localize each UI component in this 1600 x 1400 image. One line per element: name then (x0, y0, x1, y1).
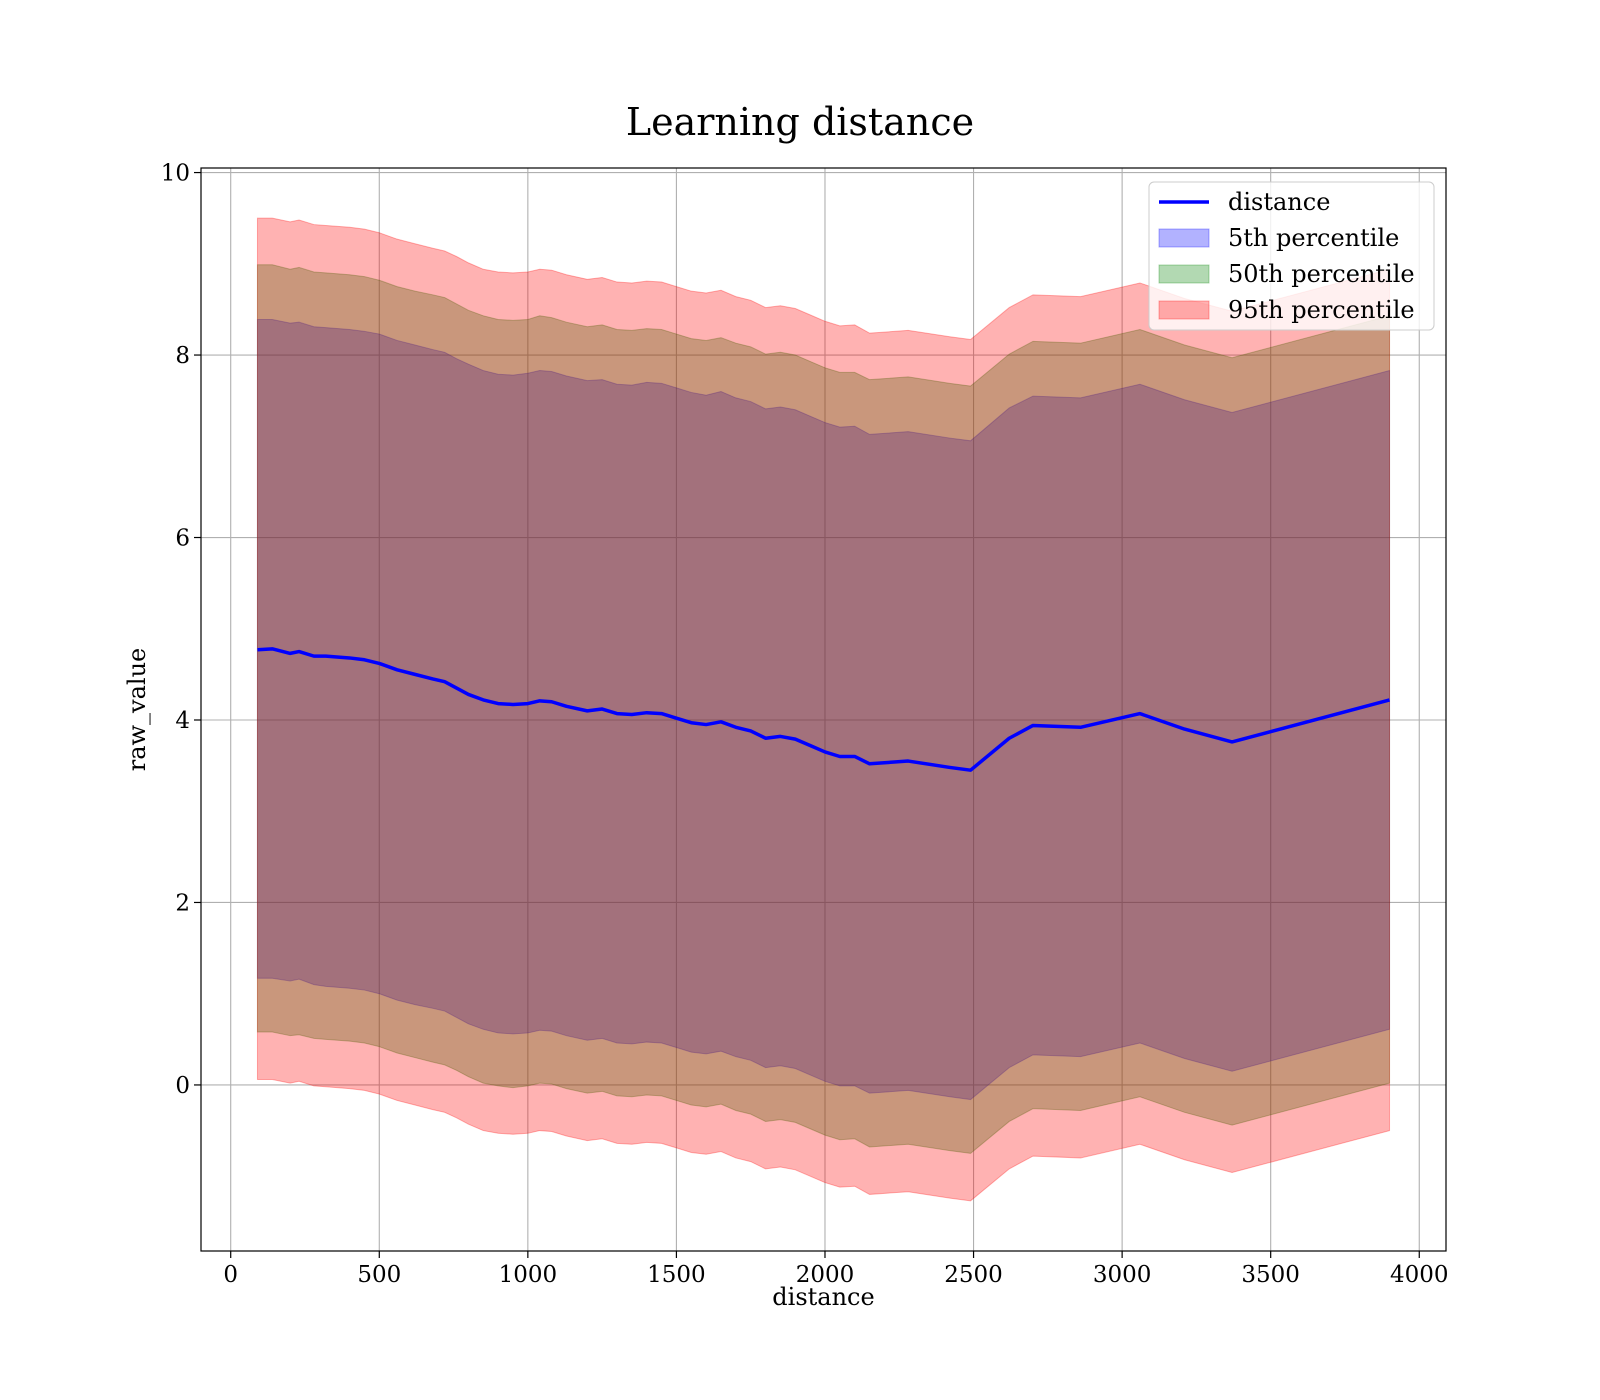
y-tick-label: 2 (175, 890, 190, 916)
legend-label: 50th percentile (1228, 260, 1415, 288)
percentile-bands (256, 217, 1391, 1202)
legend-band-swatch (1158, 300, 1210, 320)
x-tick-label: 3000 (1093, 1262, 1152, 1288)
legend-band-swatch (1158, 264, 1210, 284)
x-tick-label: 2500 (944, 1262, 1003, 1288)
distance-series (257, 647, 1390, 772)
plot-frame (200, 167, 1447, 1252)
band-95th-percentile (256, 217, 1391, 1202)
x-tick-label: 4000 (1390, 1262, 1449, 1288)
legend-label: 5th percentile (1228, 224, 1399, 252)
y-tick-label: 0 (175, 1073, 190, 1099)
y-tick-label: 10 (161, 161, 190, 187)
legend-band-swatch (1158, 228, 1210, 248)
legend: distance 5th percentile 50th percentile 95t… (1148, 181, 1435, 331)
grid (201, 168, 1446, 1251)
y-axis-title: raw_value (123, 648, 151, 772)
band-5th-percentile (256, 318, 1391, 1101)
legend-box (1148, 181, 1435, 331)
y-tick-label: 8 (175, 343, 190, 369)
x-tick-label: 1000 (499, 1262, 558, 1288)
x-tick-label: 3500 (1241, 1262, 1300, 1288)
chart-title: Learning distance (625, 100, 975, 144)
y-tick-label: 4 (175, 708, 190, 734)
x-tick-label: 0 (223, 1262, 238, 1288)
x-axis-title: distance (772, 1283, 874, 1311)
axis-ticks: 0 500 1000 1500 2000 2500 3000 3500 4000 0 2 4 6 8 10 (161, 161, 1449, 1288)
x-tick-label: 2000 (796, 1262, 855, 1288)
x-tick-label: 1500 (647, 1262, 706, 1288)
legend-label: 95th percentile (1228, 296, 1415, 324)
legend-label: distance (1228, 188, 1330, 216)
x-tick-label: 500 (357, 1262, 401, 1288)
band-50th-percentile (256, 264, 1391, 1154)
y-tick-label: 6 (175, 526, 190, 552)
distance-line (257, 647, 1390, 772)
